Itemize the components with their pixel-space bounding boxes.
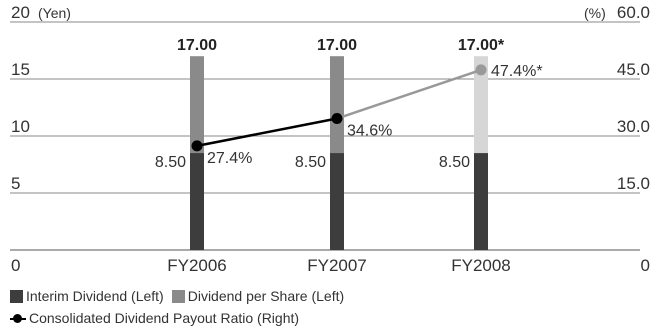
right-tick-label: 30.0 — [617, 117, 650, 136]
legend-label-ratio: Consolidated Dividend Payout Ratio (Righ… — [29, 310, 300, 326]
data-label-payout-ratio: 27.4% — [207, 150, 252, 167]
bar-interim-dividend — [330, 153, 344, 250]
payout-ratio-point — [191, 140, 203, 152]
right-tick-label: 15.0 — [617, 174, 650, 193]
legend-line-marker-icon — [10, 312, 26, 325]
legend-label-interim: Interim Dividend (Left) — [26, 288, 164, 304]
payout-ratio-line-segment — [196, 117, 338, 148]
payout-ratio-point — [475, 64, 487, 76]
data-label-payout-ratio: 34.6% — [347, 123, 392, 140]
right-tick-label: 60.0 — [617, 3, 650, 22]
legend-item-dps: Dividend per Share (Left) — [171, 288, 345, 304]
legend-label-dps: Dividend per Share (Left) — [187, 288, 345, 304]
legend-swatch-dps — [171, 289, 185, 303]
category-label: FY2008 — [451, 256, 511, 275]
data-label-dividend-per-share: 17.00* — [458, 37, 505, 54]
category-label: FY2007 — [307, 256, 367, 275]
left-axis-unit-label: (Yen) — [38, 5, 71, 21]
right-tick-label: 0 — [641, 256, 650, 275]
payout-ratio-line-segment — [336, 68, 482, 120]
right-axis-unit-label: (%) — [584, 5, 606, 21]
legend-row-1: Interim Dividend (Left) Dividend per Sha… — [10, 288, 352, 304]
bar-interim-dividend — [190, 153, 204, 250]
right-tick-label: 45.0 — [617, 60, 650, 79]
left-tick-label: 0 — [11, 256, 20, 275]
data-label-dividend-per-share: 17.00 — [317, 37, 357, 54]
category-label: FY2006 — [167, 256, 227, 275]
dividend-chart: 0 5 10 15 20 (Yen) 0 15.0 30.0 45.0 60.0 (%) FY2006 F… — [10, 3, 650, 275]
payout-ratio-point — [331, 113, 343, 125]
left-tick-label: 5 — [11, 174, 20, 193]
left-tick-label: 20 — [11, 3, 30, 22]
left-tick-label: 15 — [11, 60, 30, 79]
data-label-interim-dividend: 8.50 — [295, 154, 326, 171]
data-label-payout-ratio: 47.4%* — [491, 63, 543, 80]
legend-swatch-interim — [10, 289, 23, 303]
data-label-interim-dividend: 8.50 — [155, 154, 186, 171]
data-label-interim-dividend: 8.50 — [439, 154, 470, 171]
legend-item-interim: Interim Dividend (Left) — [10, 288, 164, 304]
legend-row-2: Consolidated Dividend Payout Ratio (Righ… — [10, 310, 307, 326]
data-label-dividend-per-share: 17.00 — [177, 37, 217, 54]
left-tick-label: 10 — [11, 117, 30, 136]
legend-item-ratio: Consolidated Dividend Payout Ratio (Righ… — [10, 310, 299, 326]
bar-interim-dividend — [474, 153, 488, 250]
